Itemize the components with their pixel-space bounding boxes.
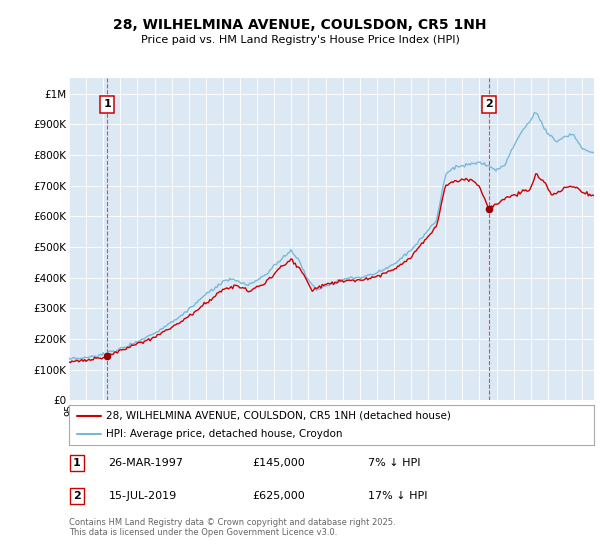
Text: HPI: Average price, detached house, Croydon: HPI: Average price, detached house, Croy… [106,430,342,439]
Text: 1: 1 [73,458,81,468]
Text: £145,000: £145,000 [253,458,305,468]
Text: 7% ↓ HPI: 7% ↓ HPI [368,458,421,468]
Text: 26-MAR-1997: 26-MAR-1997 [109,458,184,468]
Text: 28, WILHELMINA AVENUE, COULSDON, CR5 1NH: 28, WILHELMINA AVENUE, COULSDON, CR5 1NH [113,18,487,32]
Text: 2: 2 [73,491,81,501]
Text: 15-JUL-2019: 15-JUL-2019 [109,491,176,501]
Text: 1: 1 [103,100,111,109]
Text: £625,000: £625,000 [253,491,305,501]
Text: 2: 2 [485,100,493,109]
Text: 28, WILHELMINA AVENUE, COULSDON, CR5 1NH (detached house): 28, WILHELMINA AVENUE, COULSDON, CR5 1NH… [106,411,451,421]
Text: 17% ↓ HPI: 17% ↓ HPI [368,491,428,501]
Text: Contains HM Land Registry data © Crown copyright and database right 2025.
This d: Contains HM Land Registry data © Crown c… [69,518,395,538]
Text: Price paid vs. HM Land Registry's House Price Index (HPI): Price paid vs. HM Land Registry's House … [140,35,460,45]
